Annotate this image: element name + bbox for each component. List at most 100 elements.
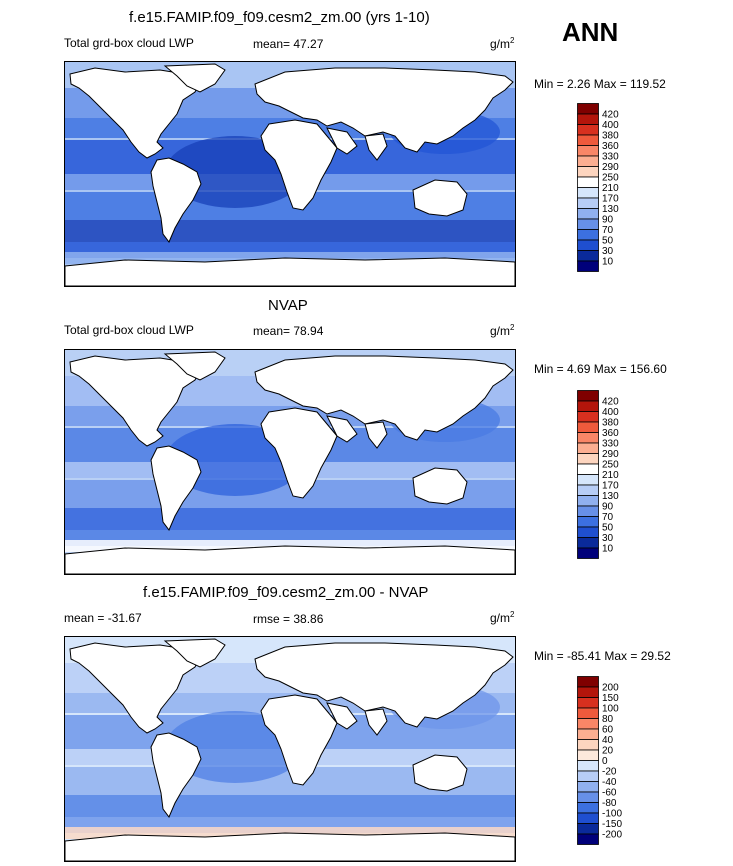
colorbar-swatch	[577, 781, 599, 793]
colorbar-swatch	[577, 187, 599, 199]
colorbar-tick-label: -60	[602, 788, 617, 799]
arabia-landmass	[326, 415, 358, 443]
india-landmass	[364, 421, 388, 449]
colorbar-tick-label: 10	[602, 257, 614, 268]
greenland-landmass	[163, 351, 226, 381]
colorbar-tick-label: 40	[602, 735, 614, 746]
colorbar-swatch	[577, 812, 599, 824]
field-band	[65, 795, 515, 817]
field-band	[65, 508, 515, 530]
colorbar-swatch	[577, 505, 599, 517]
colorbar-tick-label: 0	[602, 756, 608, 767]
colorbar-swatch	[577, 197, 599, 209]
colorbar-swatch	[577, 833, 599, 845]
colorbar-tick-label: 130	[602, 204, 619, 215]
colorbar-swatch	[577, 739, 599, 751]
season-label: ANN	[562, 17, 619, 47]
colorbar-swatch	[577, 707, 599, 719]
india-landmass	[364, 133, 388, 161]
colorbar-swatch	[577, 124, 599, 136]
africa-landmass	[260, 407, 338, 499]
panel1-mean-label: mean= 47.27	[253, 37, 324, 51]
colorbar-swatch	[577, 166, 599, 178]
colorbar-swatch	[577, 802, 599, 814]
colorbar-swatch	[577, 547, 599, 559]
colorbar-tick-label: -150	[602, 819, 622, 830]
colorbar-tick-label: -100	[602, 809, 622, 820]
greenland-landmass	[163, 63, 226, 93]
colorbar-tick-label: 10	[602, 544, 614, 555]
colorbar-tick-label: 170	[602, 194, 619, 205]
australia-landmass	[412, 754, 468, 792]
colorbar-swatch	[577, 749, 599, 761]
colorbar-tick-label: 80	[602, 714, 614, 725]
panel3-mean-label: mean = -31.67	[64, 611, 142, 625]
colorbar-swatch	[577, 134, 599, 146]
colorbar-tick-label: 290	[602, 162, 619, 173]
panel3-colorbar: 200 150 100 80 60 40 20 0 -20 -40 -60 -80 -100 -150 -2…	[577, 676, 637, 846]
panel3-minmax: Min = -85.41 Max = 29.52	[534, 649, 671, 663]
colorbar-swatch	[577, 463, 599, 475]
colorbar-tick-label: 380	[602, 418, 619, 429]
greenland-landmass	[163, 638, 226, 668]
colorbar-swatch	[577, 718, 599, 730]
panel2-map	[64, 349, 516, 575]
colorbar-swatch	[577, 442, 599, 454]
colorbar-swatch	[577, 484, 599, 496]
colorbar-swatch	[577, 453, 599, 465]
colorbar-tick-label: 360	[602, 428, 619, 439]
colorbar-tick-label: 100	[602, 704, 619, 715]
colorbar-tick-label: 50	[602, 523, 614, 534]
colorbar-swatch	[577, 208, 599, 220]
colorbar-swatch	[577, 250, 599, 262]
colorbar-tick-label: 20	[602, 746, 614, 757]
south-america-landmass	[150, 445, 202, 531]
colorbar-tick-label: 70	[602, 225, 614, 236]
colorbar-tick-label: 290	[602, 449, 619, 460]
arabia-landmass	[326, 127, 358, 155]
panel2-minmax: Min = 4.69 Max = 156.60	[534, 362, 667, 376]
map-svg	[65, 637, 515, 861]
panel1-units: g/m2	[490, 36, 515, 51]
colorbar-tick-label: 360	[602, 141, 619, 152]
colorbar-swatch	[577, 697, 599, 709]
colorbar-swatch	[577, 516, 599, 528]
colorbar-tick-label: 50	[602, 236, 614, 247]
antarctica-landmass	[65, 257, 515, 286]
colorbar-tick-label: -200	[602, 830, 622, 841]
panel2-colorbar: 420 400 380 360 330 290 250 210 170 130 90 70 50 30 10	[577, 390, 637, 560]
south-america-landmass	[150, 732, 202, 818]
colorbar-swatch	[577, 770, 599, 782]
colorbar-tick-label: 90	[602, 215, 614, 226]
eurasia-landmass	[254, 355, 514, 441]
field-band	[65, 220, 515, 242]
colorbar-tick-label: 250	[602, 460, 619, 471]
eurasia-landmass	[254, 67, 514, 153]
colorbar-swatch	[577, 390, 599, 402]
colorbar-swatch	[577, 791, 599, 803]
colorbar-swatch	[577, 526, 599, 538]
colorbar-tick-label: 400	[602, 120, 619, 131]
colorbar-swatch	[577, 113, 599, 125]
colorbar-swatch	[577, 260, 599, 272]
colorbar-tick-label: 210	[602, 183, 619, 194]
colorbar-tick-label: 400	[602, 407, 619, 418]
panel1-map	[64, 61, 516, 287]
colorbar-swatch	[577, 474, 599, 486]
colorbar-swatch	[577, 103, 599, 115]
colorbar-tick-label: 130	[602, 491, 619, 502]
australia-landmass	[412, 179, 468, 217]
panel3-map	[64, 636, 516, 862]
colorbar-tick-label: 200	[602, 683, 619, 694]
colorbar-tick-label: 170	[602, 481, 619, 492]
colorbar-tick-label: 90	[602, 502, 614, 513]
map-svg	[65, 350, 515, 574]
eurasia-landmass	[254, 642, 514, 728]
colorbar-tick-label: 380	[602, 131, 619, 142]
colorbar-tick-label: 420	[602, 397, 619, 408]
panel2-units: g/m2	[490, 323, 515, 338]
colorbar-tick-label: 60	[602, 725, 614, 736]
panel2-variable-label: Total grd-box cloud LWP	[64, 323, 194, 337]
